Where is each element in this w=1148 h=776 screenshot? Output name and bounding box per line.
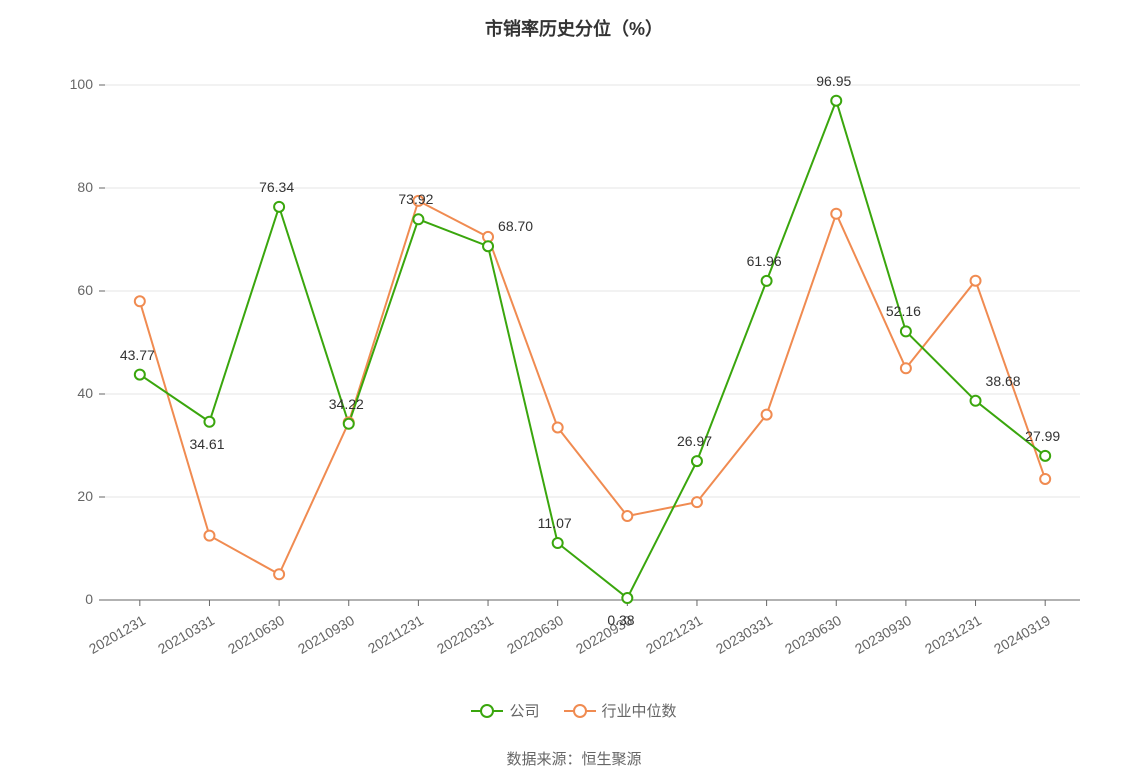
y-tick-label: 80 xyxy=(0,179,93,195)
chart-container: 市销率历史分位（%） 020406080100 2020123120210331… xyxy=(0,0,1148,776)
data-point-label: 76.34 xyxy=(259,179,294,195)
source-value: 恒生聚源 xyxy=(582,751,642,768)
data-point-label: 34.61 xyxy=(189,436,224,452)
legend-swatch xyxy=(471,703,503,719)
chart-plot xyxy=(0,0,1148,660)
data-point-label: 27.99 xyxy=(1025,428,1060,444)
data-point-label: 11.07 xyxy=(538,515,572,531)
legend-label: 行业中位数 xyxy=(602,700,677,721)
y-tick-label: 0 xyxy=(0,591,93,607)
y-tick-label: 100 xyxy=(0,76,93,92)
data-point-label: 38.68 xyxy=(986,373,1021,389)
y-tick-label: 20 xyxy=(0,488,93,504)
data-point-label: 73.92 xyxy=(398,191,433,207)
legend-item: 公司 xyxy=(471,700,539,721)
data-point-label: 26.97 xyxy=(677,433,712,449)
data-point-label: 52.16 xyxy=(886,303,921,319)
legend-swatch xyxy=(564,703,596,719)
source-label: 数据来源：恒生聚源 xyxy=(0,748,1148,769)
data-point-label: 43.77 xyxy=(120,347,155,363)
source-prefix: 数据来源： xyxy=(506,751,581,768)
y-tick-label: 40 xyxy=(0,385,93,401)
data-point-label: 0.38 xyxy=(607,612,634,628)
y-tick-label: 60 xyxy=(0,282,93,298)
legend-item: 行业中位数 xyxy=(564,700,677,721)
data-point-label: 68.70 xyxy=(498,218,533,234)
data-point-label: 34.22 xyxy=(329,396,364,412)
chart-legend: 公司 行业中位数 xyxy=(0,700,1148,723)
data-point-label: 96.95 xyxy=(816,73,851,89)
legend-label: 公司 xyxy=(509,700,539,721)
data-point-label: 61.96 xyxy=(747,253,782,269)
